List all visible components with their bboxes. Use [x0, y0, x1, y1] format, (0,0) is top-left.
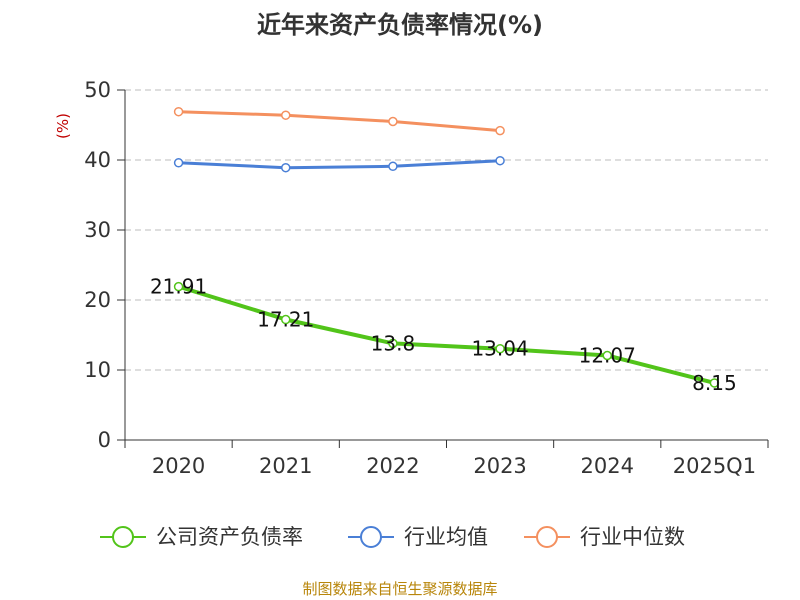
x-tick-label: 2021	[259, 454, 312, 478]
data-point	[281, 162, 291, 173]
legend-marker	[112, 526, 134, 548]
data-point	[709, 378, 720, 388]
x-tick-label: 2022	[366, 454, 419, 478]
legend-label: 行业中位数	[580, 525, 685, 549]
series-line	[177, 159, 502, 170]
chart-title: 近年来资产负债率情况(%)	[257, 11, 543, 39]
y-tick-label: 10	[84, 358, 111, 382]
data-point	[602, 350, 612, 361]
legend-marker	[536, 526, 558, 548]
y-tick-label: 20	[84, 288, 111, 312]
data-point	[495, 343, 505, 354]
y-axis-unit: (%)	[54, 113, 72, 139]
legend-label: 行业均值	[404, 525, 488, 549]
x-tick-label: 2023	[473, 454, 526, 478]
y-tick-label: 40	[84, 148, 111, 172]
data-point	[388, 116, 398, 127]
data-point	[495, 155, 505, 166]
series-3	[173, 106, 505, 136]
data-point	[281, 110, 291, 120]
grid-lines	[125, 89, 768, 371]
legend-item-1: 公司资产负债率	[100, 525, 303, 549]
source-note: 制图数据来自恒生聚源数据库	[302, 580, 497, 598]
legend-label: 公司资产负债率	[156, 525, 303, 549]
x-tick-label: 2020	[152, 454, 205, 478]
data-point	[173, 158, 184, 168]
data-label: 13.04	[471, 337, 528, 361]
data-label: 12.07	[579, 344, 636, 368]
data-point	[388, 338, 398, 349]
y-tick-label: 0	[98, 428, 111, 452]
series-line	[177, 110, 502, 133]
x-tick-label: 2025Q1	[673, 454, 756, 478]
series-2	[173, 155, 505, 173]
legend: 公司资产负债率 行业均值 行业中位数	[100, 525, 685, 549]
legend-item-3: 行业中位数	[524, 525, 685, 549]
data-label: 21.91	[150, 275, 207, 299]
axes: 0 10 20 30 40 50 2020 2021 2022 2023 2024 2025Q1	[84, 78, 769, 478]
legend-item-2: 行业均值	[348, 525, 488, 549]
series-line	[176, 284, 717, 385]
data-point	[388, 161, 398, 172]
series-group: 21.91 17.21 13.8 13.04 12.07 8.15	[150, 106, 737, 395]
data-point	[173, 106, 184, 117]
x-tick-label: 2024	[581, 454, 634, 478]
data-point	[495, 125, 505, 136]
y-tick-label: 50	[84, 78, 111, 102]
data-point	[173, 281, 184, 292]
data-label: 17.21	[257, 308, 314, 332]
data-point	[281, 314, 291, 325]
data-label: 13.8	[371, 331, 416, 355]
data-label: 8.15	[692, 371, 737, 395]
legend-marker	[360, 526, 382, 548]
y-tick-label: 30	[84, 218, 111, 242]
series-1: 21.91 17.21 13.8 13.04 12.07 8.15	[150, 275, 737, 395]
